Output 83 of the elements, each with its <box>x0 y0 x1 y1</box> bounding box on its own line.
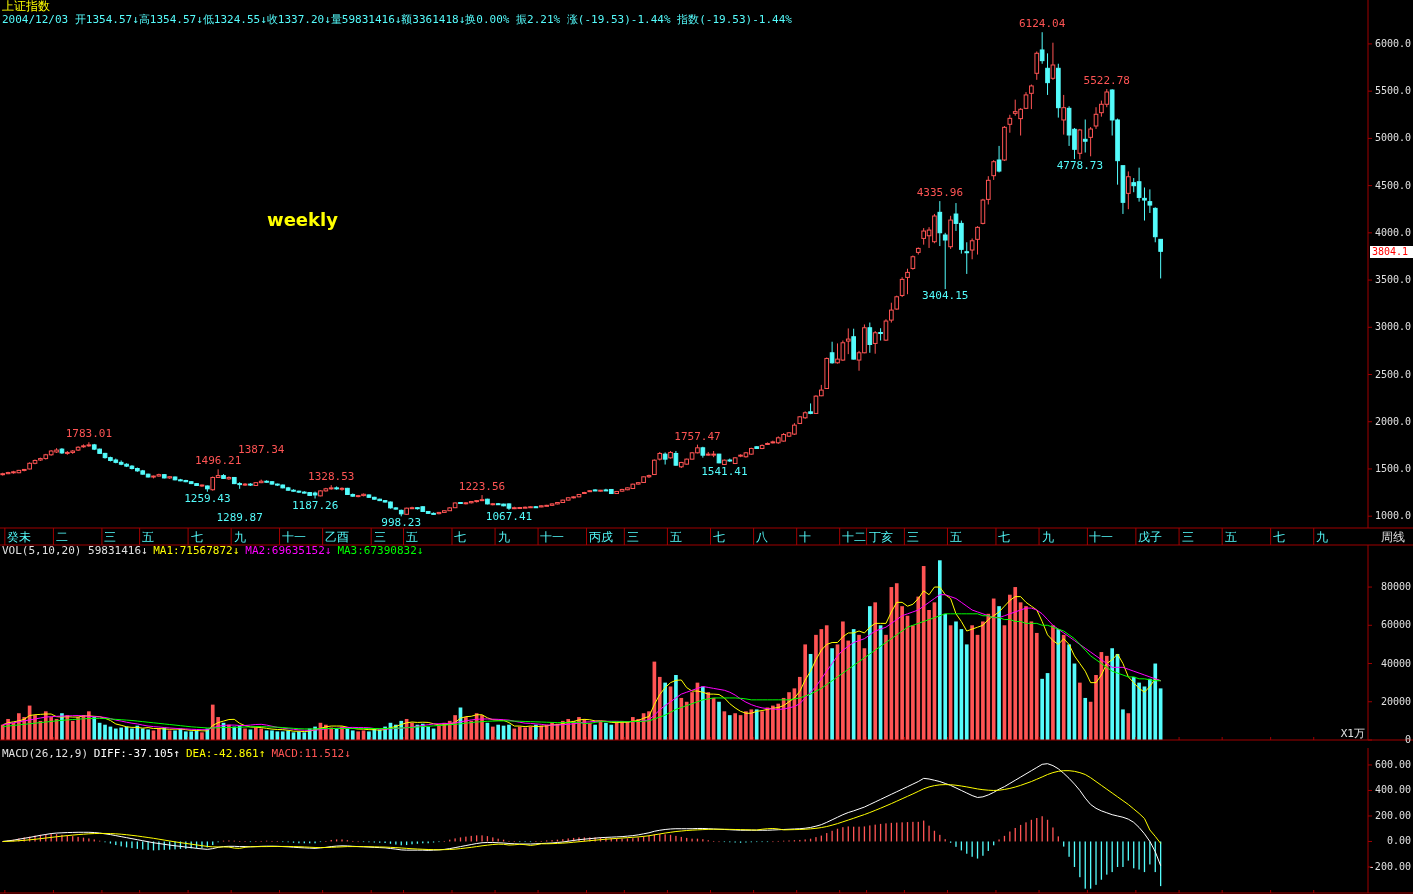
y-tick-label: 0.00 <box>1386 835 1411 847</box>
annotation: 5522.78 <box>1083 74 1130 87</box>
x-tick-label: 五 <box>406 530 419 544</box>
x-tick-label: 七 <box>998 530 1011 544</box>
x-tick-label: 十二 <box>841 530 866 544</box>
x-tick-label: 五 <box>949 530 962 544</box>
x-tick-label: 三 <box>1181 530 1194 544</box>
text: 周线 <box>1381 530 1405 544</box>
y-tick-label: 200.00 <box>1374 809 1411 821</box>
y-tick-label: 60000 <box>1380 619 1411 631</box>
chart-title: 上证指数 <box>2 0 50 13</box>
annotation: 4335.96 <box>916 186 964 200</box>
x-tick-label: 癸未 <box>6 530 31 544</box>
x-tick-label: 三 <box>104 530 117 544</box>
x-tick-label: 九 <box>1041 530 1054 544</box>
annotation: 6124.04 <box>1018 17 1066 31</box>
x-tick-label: 五 <box>1224 530 1237 544</box>
x-tick-label: 十一 <box>540 530 565 544</box>
text: MACD:11.512↓ <box>271 747 351 760</box>
y-axis-title: X1万 <box>1340 727 1365 740</box>
annotation: 1259.43 <box>184 491 231 505</box>
y-tick-label: 20000 <box>1380 695 1411 707</box>
x-tick-label: 三 <box>906 530 919 544</box>
y-tick-label: 1000.0 <box>1374 510 1411 522</box>
text: MA3:67390832↓ <box>337 544 424 557</box>
y-tick-label: -200.00 <box>1368 860 1411 872</box>
y-tick-label: 3000.0 <box>1374 321 1411 333</box>
annotation: 1541.41 <box>701 465 748 479</box>
x-tick-label: 三 <box>626 530 639 544</box>
annotation: 998.23 <box>381 516 422 530</box>
x-tick-label: 十一 <box>1089 530 1114 544</box>
x-tick-label: 戊子 <box>1137 530 1162 544</box>
x-tick-label: 五 <box>669 530 682 544</box>
annotation: 1187.26 <box>291 498 339 512</box>
y-tick-label: 400.00 <box>1374 784 1411 796</box>
x-tick-label: 七 <box>454 530 467 544</box>
y-tick-label: 600.00 <box>1374 758 1411 770</box>
x-tick-label: 七 <box>1273 530 1286 544</box>
y-tick-label: 80000 <box>1380 581 1411 593</box>
annotation: 1067.41 <box>485 509 533 523</box>
annotation: 1783.01 <box>65 427 113 441</box>
x-tick-label: 五 <box>142 530 155 544</box>
annotation: 1757.47 <box>674 429 721 443</box>
chart-title: MACD(26,12,9) <box>2 747 89 760</box>
text: MA2:69635152↓ <box>245 544 332 557</box>
x-tick-label: 十一 <box>281 530 306 544</box>
annotation: 3404.15 <box>922 289 969 303</box>
x-tick-label: 九 <box>233 530 246 544</box>
annotation: 1387.34 <box>238 442 285 456</box>
x-tick-label: 九 <box>1316 530 1329 544</box>
annotation: 1328.53 <box>308 470 355 484</box>
x-tick-label: 丁亥 <box>868 530 893 544</box>
x-tick-label: 七 <box>713 530 726 544</box>
y-tick-label: 5000.0 <box>1374 132 1411 144</box>
text: DEA:-42.861↑ <box>185 747 266 760</box>
annotation: 1496.21 <box>194 454 242 468</box>
x-tick-label: 十 <box>799 530 812 544</box>
text: 2004/12/03 开1354.57↓高1354.57↓低1324.55↓收1337.20↓量59831416↓额3361418↓换0.00% 振2.21% 涨(-19.53)-1.44% 指数(-19.53)-1.44% <box>2 13 793 26</box>
x-tick-label: 七 <box>190 530 203 544</box>
annotation: 1223.56 <box>458 480 506 494</box>
x-tick-label: 丙戌 <box>588 530 613 544</box>
y-tick-label: 40000 <box>1380 657 1411 669</box>
y-tick-label: 6000.0 <box>1374 37 1411 49</box>
x-tick-label: 二 <box>55 530 68 544</box>
annotation: weekly <box>267 209 339 230</box>
chart-title: VOL(5,10,20) 59831416↓ <box>2 544 148 557</box>
x-tick-label: 乙酉 <box>324 530 349 544</box>
x-tick-label: 九 <box>497 530 510 544</box>
y-tick-label: 4500.0 <box>1374 179 1411 191</box>
annotation: 4778.73 <box>1056 159 1104 173</box>
y-tick-label: 0 <box>1404 734 1411 745</box>
x-tick-label: 八 <box>756 530 769 544</box>
price-tag: 3804.1 <box>1370 246 1413 258</box>
text: DIFF:-37.105↑ <box>93 747 180 760</box>
y-tick-label: 2500.0 <box>1374 368 1411 380</box>
x-tick-label: 三 <box>373 530 386 544</box>
annotation: 1289.87 <box>216 510 263 524</box>
y-tick-label: 2000.0 <box>1374 415 1411 427</box>
y-tick-label: 3500.0 <box>1374 274 1411 286</box>
y-tick-label: 4000.0 <box>1374 226 1411 238</box>
y-tick-label: 1500.0 <box>1374 462 1411 474</box>
y-tick-label: 5500.0 <box>1374 85 1411 97</box>
text: MA1:71567872↓ <box>153 544 240 557</box>
